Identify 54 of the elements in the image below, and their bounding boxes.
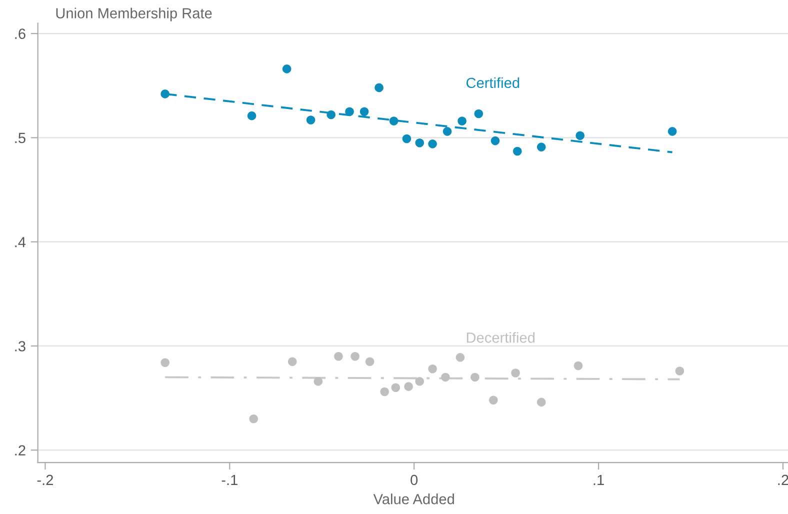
x-tick-label: -.2 (37, 474, 53, 485)
point (428, 140, 437, 148)
y-axis-title: Union Membership Rate (56, 8, 212, 22)
point (441, 372, 450, 382)
y-tick-label: .5 (15, 132, 26, 144)
point (306, 116, 316, 124)
x-tick-label: .2 (778, 474, 788, 485)
point (428, 364, 437, 374)
point (380, 387, 389, 396)
y-tick-label: .4 (15, 237, 26, 248)
point (415, 376, 424, 386)
point (490, 136, 500, 146)
point (391, 383, 400, 392)
point (350, 352, 360, 361)
series-label: Certified (466, 77, 520, 88)
point (249, 414, 258, 424)
point (389, 116, 398, 126)
point (247, 111, 256, 120)
point (489, 396, 498, 405)
series-label: Decertified (466, 332, 535, 343)
point (511, 368, 520, 378)
point (374, 83, 384, 92)
point (512, 146, 522, 156)
point (160, 90, 170, 98)
point (415, 138, 424, 148)
point (474, 109, 484, 118)
y-tick-label: .3 (15, 341, 26, 352)
point (365, 357, 374, 366)
point (668, 127, 677, 136)
point (536, 142, 546, 152)
point (442, 127, 452, 136)
point (536, 398, 546, 407)
x-axis-title: Value Added (373, 494, 454, 504)
point (326, 110, 336, 120)
point (288, 357, 297, 366)
y-tick-label: .6 (15, 28, 26, 39)
point (404, 382, 413, 391)
point (160, 358, 170, 368)
point (360, 107, 369, 116)
point (456, 353, 465, 362)
point (470, 372, 480, 382)
point (314, 376, 323, 386)
point (402, 134, 412, 144)
point (576, 131, 584, 140)
point (574, 361, 583, 370)
point (345, 107, 354, 116)
x-tick-label: .1 (594, 474, 604, 485)
point (458, 116, 466, 126)
x-tick-label: 0 (410, 474, 418, 486)
point (334, 352, 343, 361)
point (282, 64, 292, 74)
x-tick-label: -.1 (222, 474, 238, 485)
y-tick-label: .2 (15, 445, 26, 456)
point (675, 366, 684, 376)
